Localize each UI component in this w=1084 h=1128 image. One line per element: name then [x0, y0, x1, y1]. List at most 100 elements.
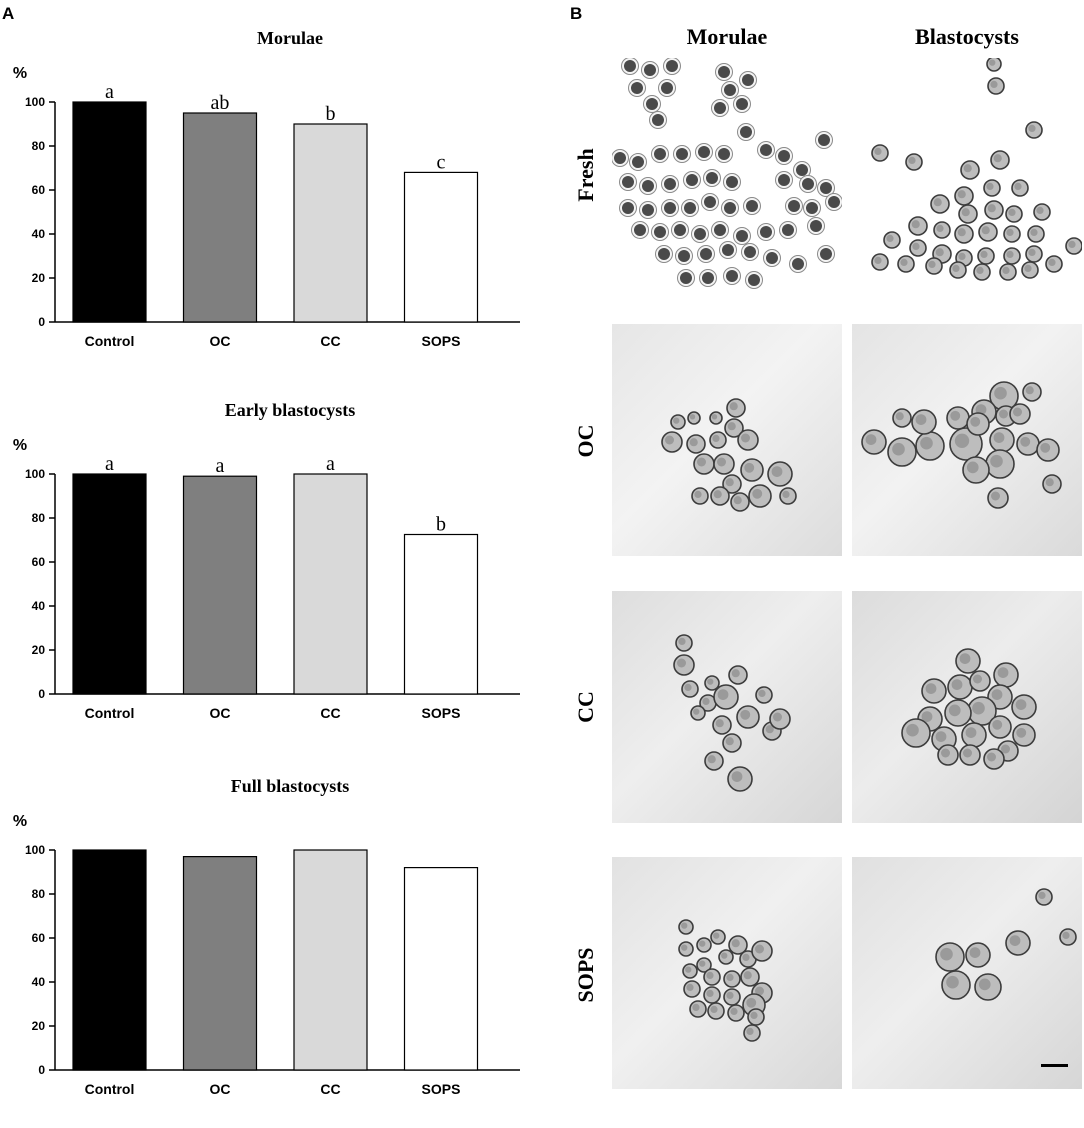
x-tick-label: OC [210, 333, 231, 349]
bar-cc [293, 473, 368, 695]
embryo-inner [746, 997, 757, 1008]
bar-control [72, 101, 147, 323]
y-tick-label: 80 [32, 511, 46, 525]
embryo-inner [713, 490, 722, 499]
embryo-inner [712, 434, 720, 442]
significance-letter: c [437, 151, 446, 173]
embryo-inner [1030, 228, 1038, 236]
embryo-inner [1009, 935, 1021, 946]
embryo-inner [874, 256, 882, 264]
embryo-inner [994, 386, 1007, 400]
y-tick-label: 40 [32, 599, 46, 613]
embryo-inner [681, 944, 688, 951]
embryo-inner [915, 414, 927, 425]
significance-letter: b [436, 514, 446, 536]
bar-oc [182, 475, 258, 695]
embryo-inner [1038, 891, 1046, 899]
embryo-inner [969, 947, 981, 958]
embryo [722, 244, 734, 256]
x-tick-label: Control [85, 705, 135, 721]
embryo-inner [707, 755, 716, 764]
embryo-inner [895, 412, 904, 421]
bar-sops [403, 533, 479, 695]
y-tick-label: 80 [32, 139, 46, 153]
embryo-inner [1008, 208, 1016, 216]
embryo [642, 204, 654, 216]
x-tick-label: CC [320, 705, 340, 721]
embryo-inner [689, 438, 698, 447]
embryo [631, 82, 643, 94]
row-label-sops: SOPS [573, 947, 598, 1003]
embryo-inner [1040, 442, 1051, 453]
bar-oc [182, 112, 258, 323]
embryo [748, 274, 760, 286]
embryo-inner [1025, 386, 1034, 395]
micrograph-cc-blastocysts [852, 591, 1082, 823]
embryo [726, 176, 738, 188]
embryo-inner [999, 409, 1008, 419]
embryo-inner [713, 932, 720, 939]
embryo-inner [677, 658, 686, 668]
embryo [788, 200, 800, 212]
x-tick-label: CC [320, 1081, 340, 1097]
embryo-inner [689, 414, 696, 420]
embryo-inner [731, 771, 743, 782]
x-tick-label: Control [85, 1081, 135, 1097]
y-tick-label: 80 [32, 887, 46, 901]
embryo-inner [750, 1011, 758, 1019]
embryo-inner [717, 457, 726, 467]
embryo-inner [935, 248, 944, 257]
embryo-inner [684, 683, 692, 691]
bar-sops [403, 171, 479, 323]
embryo [664, 202, 676, 214]
embryo-inner [726, 991, 734, 999]
embryo-inner [970, 416, 981, 427]
column-title-morulae: Morulae [686, 24, 768, 49]
embryo-inner [725, 478, 734, 487]
embryo [702, 272, 714, 284]
embryo-inner [965, 727, 977, 738]
embryo-inner [935, 731, 947, 742]
x-tick-label: OC [210, 705, 231, 721]
embryo-inner [699, 960, 706, 967]
embryo [698, 146, 710, 158]
embryo [622, 202, 634, 214]
embryo [810, 220, 822, 232]
embryo-inner [921, 711, 933, 722]
embryo-inner [1024, 264, 1032, 272]
embryo-inner [692, 1003, 700, 1011]
embryo [718, 66, 730, 78]
embryo [820, 182, 832, 194]
embryo-inner [912, 242, 920, 250]
micrograph-cc-morulae [612, 591, 842, 823]
embryo-inner [986, 182, 994, 190]
x-tick-label: SOPS [422, 705, 461, 721]
embryo-inner [973, 674, 982, 684]
embryo-inner [906, 723, 919, 737]
embryo [700, 248, 712, 260]
embryo [802, 178, 814, 190]
embryo [644, 64, 656, 76]
embryo-inner [911, 220, 920, 229]
scale-bar [1041, 1064, 1068, 1067]
embryo-inner [946, 975, 959, 989]
embryo [614, 152, 626, 164]
embryo-inner [1015, 699, 1027, 710]
embryo-inner [990, 454, 1003, 468]
embryo-inner [908, 156, 916, 164]
embryo-inner [715, 719, 724, 728]
embryo-inner [959, 653, 971, 664]
row-label-fresh: Fresh [573, 148, 598, 202]
embryo [782, 224, 794, 236]
embryo-inner [744, 462, 755, 473]
y-tick-label: 0 [38, 1063, 45, 1077]
embryo-inner [963, 164, 972, 173]
micrograph-sops-morulae [612, 857, 842, 1089]
micrograph-sops-blastocysts [852, 857, 1082, 1089]
row-label-cc: CC [573, 691, 598, 723]
embryo [654, 148, 666, 160]
embryo [704, 196, 716, 208]
embryo-inner [933, 198, 942, 207]
embryo [796, 164, 808, 176]
embryo-inner [991, 689, 1003, 700]
